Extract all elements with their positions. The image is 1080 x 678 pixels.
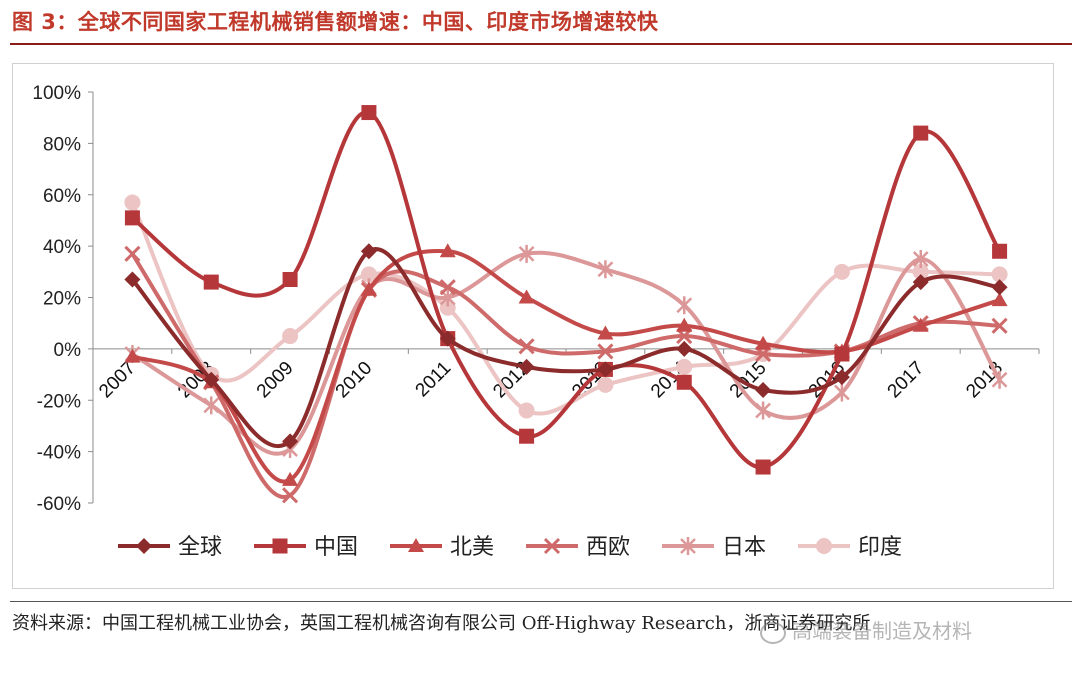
legend-label: 西欧 [586, 535, 630, 560]
data-point [597, 343, 614, 360]
data-point [124, 194, 141, 211]
data-point [833, 369, 850, 386]
data-point [834, 346, 850, 362]
data-point [282, 487, 299, 504]
data-point [124, 348, 141, 363]
data-point [124, 245, 141, 262]
y-tick-label: 20% [43, 289, 81, 310]
data-point [439, 279, 456, 296]
data-point [439, 243, 456, 258]
legend-marker [136, 538, 152, 554]
series-line-中国 [130, 110, 1002, 470]
y-tick-label: -40% [37, 443, 81, 464]
data-point [913, 125, 929, 141]
data-point [676, 296, 693, 315]
x-tick-label: 2011 [412, 358, 456, 402]
y-tick-label: 60% [43, 186, 81, 207]
source-divider [10, 601, 1072, 602]
legend-label: 北美 [450, 535, 494, 560]
y-tick-label: 80% [43, 134, 81, 155]
data-point [361, 105, 377, 121]
data-point [282, 433, 299, 450]
data-point [519, 428, 535, 444]
figure-title: 图 3：全球不同国家工程机械销售额增速：中国、印度市场增速较快 [12, 10, 659, 34]
y-tick-label: -20% [37, 391, 81, 412]
y-tick-label: 40% [43, 237, 81, 258]
data-point [439, 299, 456, 316]
title-divider [10, 43, 1072, 45]
data-point [833, 263, 850, 280]
data-point [597, 325, 614, 340]
data-point [360, 266, 377, 283]
data-point [203, 274, 219, 290]
data-point [755, 401, 771, 420]
data-point [755, 335, 772, 350]
data-point [991, 266, 1008, 283]
data-point [282, 272, 298, 288]
watermark: 高端装备制造及材料 [760, 615, 972, 644]
legend-label: 印度 [858, 535, 902, 560]
data-point [282, 328, 299, 345]
x-tick-label: 2017 [884, 358, 929, 403]
line-chart: 100%80%60%40%20%0%-20%-40%-60%2007 2008 20… [32, 83, 1040, 560]
legend-label: 日本 [722, 535, 766, 560]
data-point [755, 459, 771, 475]
data-point [124, 210, 140, 226]
wechat-icon [760, 621, 786, 644]
data-point [282, 471, 299, 486]
legend-label: 中国 [314, 535, 358, 560]
data-point [597, 260, 614, 279]
legend-marker [543, 537, 561, 555]
data-point [518, 402, 535, 419]
legend-marker [408, 538, 424, 552]
data-point [912, 274, 929, 291]
data-point [676, 340, 693, 357]
series-line-全球 [130, 247, 1002, 449]
watermark-text: 高端装备制造及材料 [792, 619, 972, 643]
legend-label: 全球 [178, 535, 222, 560]
data-point [518, 289, 535, 304]
data-point [360, 243, 377, 260]
data-point [676, 317, 693, 332]
data-point [676, 358, 693, 375]
data-point [518, 338, 535, 355]
data-point [991, 370, 1008, 389]
legend-marker [816, 538, 832, 554]
data-point [991, 292, 1008, 307]
chart-frame: 100% 80% 60% 40% 20% 0% -20% -40% -60% 2007 2008 20… [12, 63, 1054, 589]
data-point [124, 271, 141, 288]
legend-marker [272, 538, 288, 554]
data-point [912, 263, 929, 280]
source-note: 资料来源：中国工程机械工业协会，英国工程机械咨询有限公司 Off-Highway… [12, 613, 871, 634]
data-point [755, 381, 772, 398]
data-point [597, 361, 614, 378]
data-point [991, 317, 1008, 334]
data-point [439, 330, 456, 347]
y-tick-label: 100% [32, 83, 81, 104]
data-point [676, 374, 692, 390]
data-point [518, 244, 535, 263]
x-tick-label: 2007 [95, 358, 140, 403]
data-point [912, 317, 929, 332]
data-point [518, 358, 535, 375]
data-point [597, 376, 614, 393]
data-point [992, 243, 1008, 259]
data-point [912, 249, 929, 268]
data-point [834, 383, 850, 402]
y-tick-label: 0% [54, 340, 82, 361]
data-point [203, 371, 220, 388]
legend-marker [680, 537, 696, 555]
data-point [203, 396, 220, 415]
data-point [360, 281, 377, 296]
y-tick-label: -60% [37, 494, 81, 515]
data-point [991, 279, 1008, 296]
